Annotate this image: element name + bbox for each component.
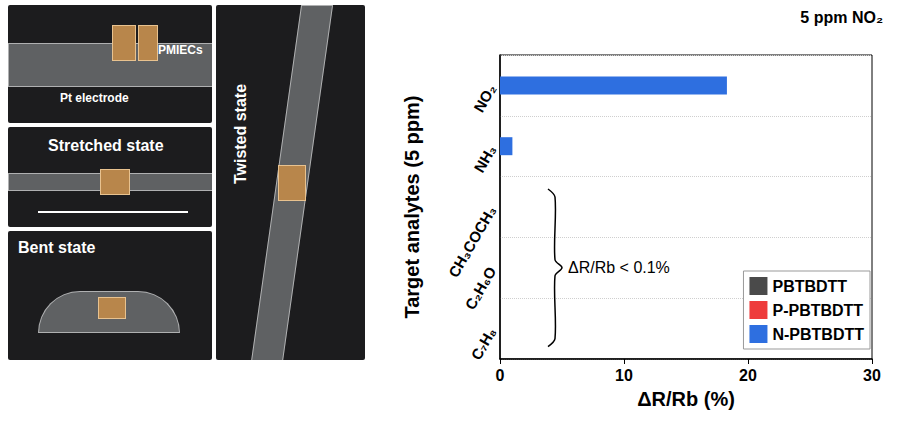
html-text:Bent state: Bent state: [18, 239, 96, 256]
svg-text:5 ppm NO₂: 5 ppm NO₂: [800, 9, 883, 26]
svg-text:N-PBTBDTT: N-PBTBDTT: [772, 326, 864, 343]
html-text:Stretched state: Stretched state: [48, 137, 164, 154]
svg-text:PBTBDTT: PBTBDTT: [772, 278, 847, 295]
svg-text:Target analytes (5 ppm): Target analytes (5 ppm): [401, 95, 423, 318]
html-text:Pt electrode: Pt electrode: [60, 91, 129, 105]
svg-text:ΔR/Rb (%): ΔR/Rb (%): [637, 388, 735, 410]
svg-text:P-PBTBDTT: P-PBTBDTT: [772, 302, 863, 319]
svg-text:C₂H₆O: C₂H₆O: [461, 263, 499, 312]
svg-text:ΔR/Rb < 0.1%: ΔR/Rb < 0.1%: [568, 259, 670, 276]
svg-text:CH₃COCH₃: CH₃COCH₃: [444, 202, 500, 281]
svg-text:30: 30: [863, 367, 881, 384]
svg-text:C₇H₈: C₇H₈: [467, 324, 499, 363]
svg-text:10: 10: [615, 367, 633, 384]
svg-text:NO₂: NO₂: [470, 81, 499, 115]
svg-text:20: 20: [739, 367, 757, 384]
html-text:Twisted state: Twisted state: [232, 83, 249, 185]
html-text:PMIECs: PMIECs: [158, 43, 203, 57]
svg-text:0: 0: [496, 367, 505, 384]
svg-text:NH₃: NH₃: [470, 142, 499, 175]
